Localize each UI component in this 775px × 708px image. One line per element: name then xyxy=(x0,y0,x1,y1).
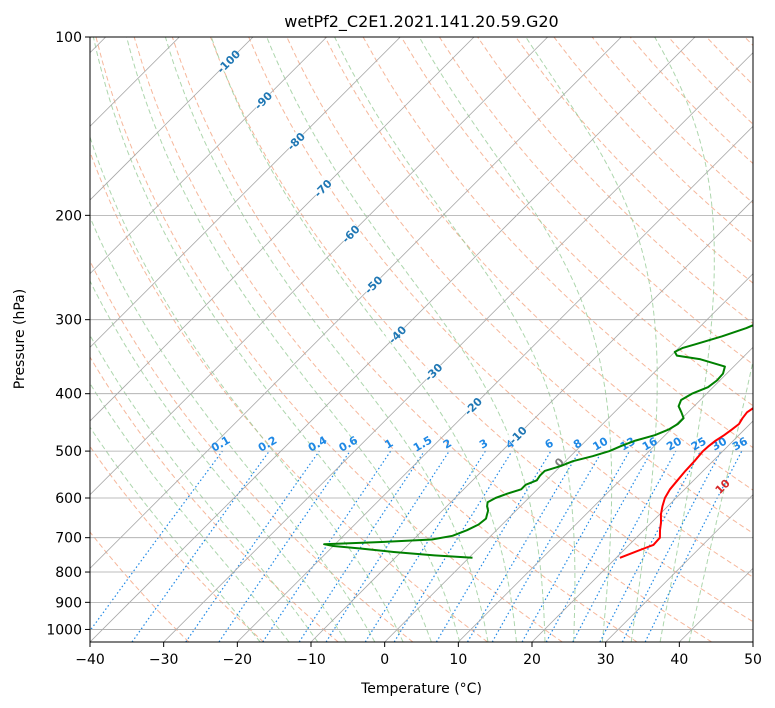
y-tick-label: 1000 xyxy=(46,622,82,638)
x-tick-label: 0 xyxy=(380,652,389,668)
isotherm-line xyxy=(458,346,753,642)
dry-adiabat-line xyxy=(90,356,339,642)
sounding-series xyxy=(323,324,753,559)
isotherm-line xyxy=(90,37,180,127)
isotherm-line xyxy=(163,52,753,642)
pressure-gridlines xyxy=(90,37,753,630)
isotherm-label-background xyxy=(338,221,362,245)
mixing-ratio-line xyxy=(644,450,743,642)
plot-frame xyxy=(89,36,754,643)
moist-adiabat-line xyxy=(90,279,347,642)
x-tick-label: −20 xyxy=(223,652,253,668)
moist-adiabat-line xyxy=(92,37,432,642)
isotherm-label-background xyxy=(251,88,274,112)
moist-adiabat-line xyxy=(654,37,715,642)
skewed-isotherms xyxy=(90,37,753,642)
isotherm-line xyxy=(237,125,753,642)
y-tick-label: 700 xyxy=(55,531,82,547)
isotherm-line xyxy=(90,37,696,642)
moist-adiabat-line xyxy=(90,135,404,642)
isotherm-line xyxy=(605,494,753,642)
x-tick-label: −10 xyxy=(296,652,326,668)
dry-adiabat-line xyxy=(438,37,753,366)
dry-adiabat-line xyxy=(515,37,753,284)
x-axis-label: Temperature (°C) xyxy=(360,681,482,697)
mixing-ratio-line xyxy=(545,450,653,642)
dry-adiabat-line xyxy=(324,37,753,491)
x-tick-label: 30 xyxy=(597,652,615,668)
moist-adiabat-line xyxy=(266,37,546,642)
mixing-ratio-line xyxy=(218,450,351,642)
y-tick-label: 300 xyxy=(55,313,82,329)
mixing-ratio-line xyxy=(262,450,392,642)
x-tick-label: 20 xyxy=(523,652,541,668)
moist-adiabat-line xyxy=(90,334,319,642)
mixing-ratio-line xyxy=(185,450,320,642)
plot-area: 0.1 0.2 0.4 0.6 1 1.5 2 3 4 6 8 10 13 16 20 25 30 36-100-… xyxy=(90,37,753,642)
mixing-ratio-line xyxy=(325,450,450,642)
x-tick-label: −30 xyxy=(149,652,179,668)
y-tick-label: 200 xyxy=(55,208,82,224)
mixing-ratio-line xyxy=(90,450,223,632)
dry-adiabats xyxy=(90,37,753,642)
dry-adiabat-line xyxy=(400,37,753,407)
dry-adiabat-line xyxy=(171,37,712,642)
isotherm-label-background xyxy=(216,49,240,73)
isotherm-label-background xyxy=(284,129,307,152)
dry-adiabat-line xyxy=(90,531,190,642)
dry-adiabat-line xyxy=(90,150,488,642)
dry-adiabat-line xyxy=(90,445,264,642)
temperature-profile-line xyxy=(619,407,753,559)
mixing-ratio-lines xyxy=(90,450,743,642)
moist-adiabat-line xyxy=(334,37,576,642)
dry-adiabat-line xyxy=(210,37,753,623)
moist-adiabat-line xyxy=(90,382,290,642)
isotherm-line xyxy=(90,37,622,569)
y-tick-label: 100 xyxy=(55,30,82,46)
isotherm-line xyxy=(90,37,549,496)
x-axis-ticks: −40 −30 −20 −10 0 10 20 30 40 50 xyxy=(75,642,762,668)
isotherm-line xyxy=(531,420,753,642)
y-tick-label: 400 xyxy=(55,387,82,403)
isotherm-label-background xyxy=(505,423,529,446)
x-tick-label: 40 xyxy=(670,652,688,668)
moist-adiabat-line xyxy=(688,358,753,642)
x-tick-label: 10 xyxy=(449,652,467,668)
isotherm-label-background xyxy=(421,360,445,383)
isotherm-line xyxy=(384,273,753,642)
isotherm-line xyxy=(90,37,254,201)
dry-adiabat-line xyxy=(248,37,753,578)
moist-adiabat-line xyxy=(126,37,461,642)
isotherm-label-background xyxy=(361,272,385,296)
mixing-ratio-line xyxy=(393,450,513,642)
dewpoint-profile-line xyxy=(323,324,753,559)
mixing-ratio-line xyxy=(521,450,631,642)
mixing-ratio-line xyxy=(572,450,677,642)
dry-adiabat-line xyxy=(133,37,638,642)
isotherm-label-background xyxy=(385,322,408,346)
isotherm-line xyxy=(90,37,401,348)
y-tick-label: 500 xyxy=(55,444,82,460)
moist-adiabat-line xyxy=(525,37,658,642)
y-axis-label: Pressure (hPa) xyxy=(12,289,28,389)
isotherm-label-background xyxy=(461,394,484,417)
x-tick-label: 50 xyxy=(744,652,762,668)
isotherm-label-background xyxy=(310,176,334,199)
y-axis-ticks: 100 200 300 400 500 600 700 800 900 1000 xyxy=(46,30,90,638)
y-tick-label: 800 xyxy=(55,565,82,581)
moist-adiabat-line xyxy=(164,37,489,642)
isotherm-line xyxy=(90,37,475,422)
y-tick-label: 900 xyxy=(55,595,82,611)
moist-adiabats xyxy=(90,37,753,642)
mixing-ratio-line xyxy=(298,450,425,642)
x-tick-label: −40 xyxy=(75,652,105,668)
isotherm-line xyxy=(310,199,753,642)
chart-title: wetPf2_C2E1.2021.141.20.59.G20 xyxy=(284,12,558,32)
dry-adiabat-line xyxy=(95,37,563,642)
mixing-ratio-line xyxy=(131,450,270,642)
isotherm-line xyxy=(90,37,328,275)
y-tick-label: 600 xyxy=(55,491,82,507)
